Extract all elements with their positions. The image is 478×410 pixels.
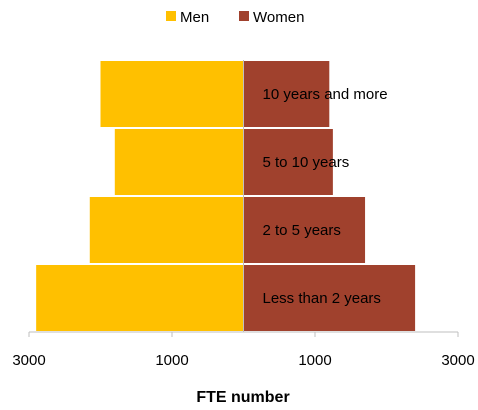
x-axis-title: FTE number	[196, 389, 289, 406]
legend-label-women: Women	[253, 9, 304, 26]
category-labels: 10 years and more 5 to 10 years 2 to 5 yea…	[263, 86, 388, 307]
x-tick-label: 3000	[12, 352, 45, 369]
bar-men-less-than-2-years	[36, 265, 244, 331]
category-label-less-than-2-years: Less than 2 years	[263, 290, 381, 307]
legend-swatch-men	[166, 11, 176, 21]
x-tick-label: 1000	[298, 352, 331, 369]
category-label-2-to-5-years: 2 to 5 years	[263, 222, 341, 239]
bars	[36, 60, 416, 332]
bar-women-10-years-and-more	[243, 61, 330, 127]
legend-swatch-women	[239, 11, 249, 21]
category-label-5-to-10-years: 5 to 10 years	[263, 154, 350, 171]
bar-women-less-than-2-years	[243, 265, 416, 331]
bar-women-5-to-10-years	[243, 129, 333, 195]
bar-men-10-years-and-more	[100, 61, 244, 127]
x-tick-label: 1000	[155, 352, 188, 369]
category-label-10-years-and-more: 10 years and more	[263, 86, 388, 103]
legend-label-men: Men	[180, 9, 209, 26]
legend: Men Women	[166, 9, 304, 26]
bar-men-5-to-10-years	[114, 129, 244, 195]
bar-women-2-to-5-years	[243, 197, 366, 263]
bar-men-2-to-5-years	[89, 197, 244, 263]
x-tick-label: 3000	[441, 352, 474, 369]
x-axis-ticks: 3000 1000 1000 3000	[12, 332, 475, 369]
